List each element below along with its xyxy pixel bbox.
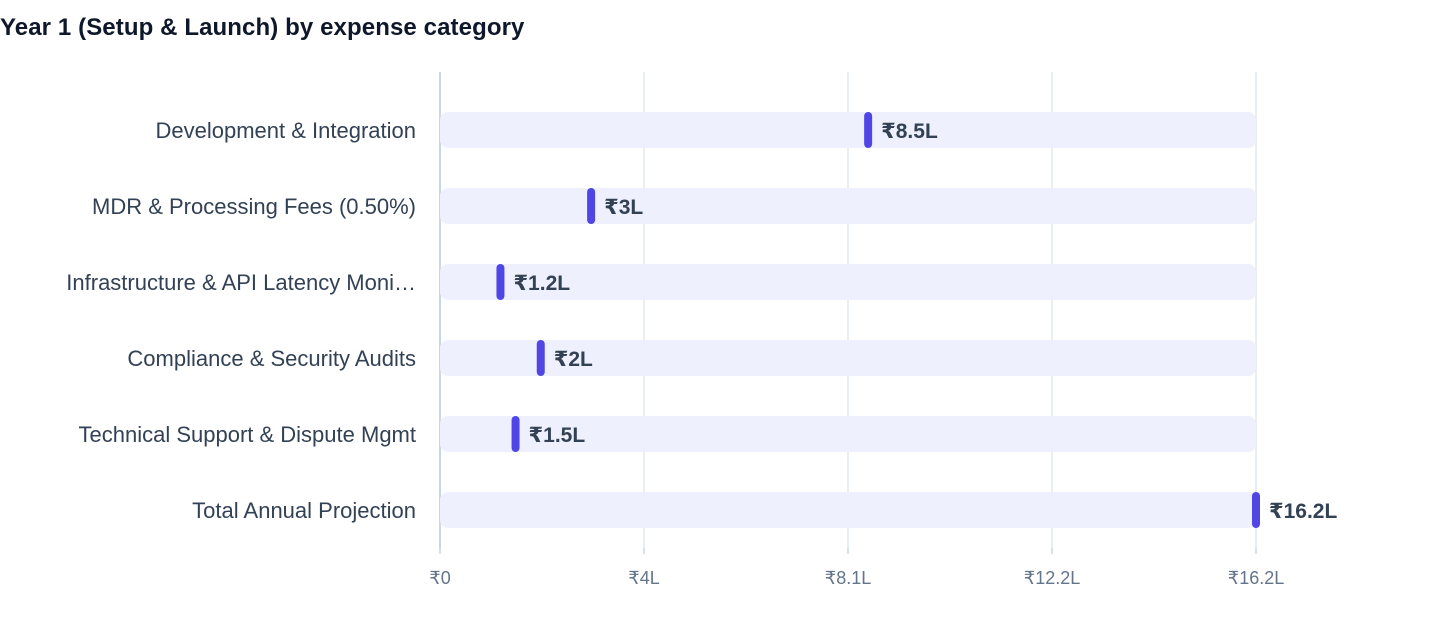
value-label: ₹2L — [554, 348, 593, 371]
x-tick-label: ₹12.2L — [1024, 568, 1081, 588]
x-tick-label: ₹0 — [429, 568, 450, 588]
category-label: MDR & Processing Fees (0.50%) — [92, 194, 416, 219]
bar-marker[interactable] — [587, 188, 596, 224]
value-label: ₹1.2L — [513, 272, 570, 295]
category-label: Development & Integration — [156, 118, 417, 143]
bar-track — [440, 264, 1256, 300]
x-tick-label: ₹16.2L — [1228, 568, 1285, 588]
bar-track — [440, 492, 1256, 528]
bar-marker[interactable] — [864, 112, 873, 148]
bar-marker[interactable] — [511, 416, 520, 452]
category-label: Infrastructure & API Latency Moni… — [66, 270, 416, 295]
bar-marker[interactable] — [496, 264, 505, 300]
value-label: ₹3L — [604, 196, 643, 219]
bar-track — [440, 112, 1256, 148]
x-tick-label: ₹4L — [628, 568, 659, 588]
category-label: Compliance & Security Audits — [127, 346, 416, 371]
category-label: Total Annual Projection — [192, 498, 416, 523]
bar-track — [440, 416, 1256, 452]
value-label: ₹16.2L — [1269, 500, 1337, 523]
value-label: ₹1.5L — [529, 424, 586, 447]
bar-track — [440, 188, 1256, 224]
bar-marker[interactable] — [1252, 492, 1260, 528]
bar-track — [440, 340, 1256, 376]
value-label: ₹8.5L — [881, 120, 938, 143]
chart-title: Year 1 (Setup & Launch) by expense categ… — [0, 14, 525, 41]
category-label: Technical Support & Dispute Mgmt — [79, 422, 417, 447]
bar-marker[interactable] — [536, 340, 545, 376]
x-tick-label: ₹8.1L — [825, 568, 872, 588]
